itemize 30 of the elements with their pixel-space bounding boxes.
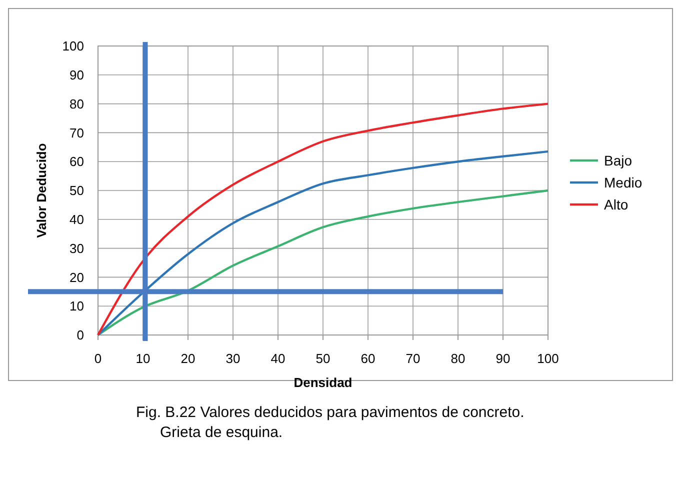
x-tick-label: 80 (450, 351, 466, 366)
x-tick-label: 40 (270, 351, 286, 366)
y-tick-label: 60 (70, 154, 84, 170)
x-tick-label: 60 (360, 351, 376, 366)
y-tick-label: 10 (70, 298, 84, 314)
y-tick-label: 30 (70, 240, 84, 256)
x-tick-label: 10 (136, 351, 150, 366)
x-tick-label: 100 (537, 351, 559, 366)
text: Fig. B.22 Valores deducidos para pavimentos de concreto. Grieta de esquina. (136, 404, 524, 441)
y-tick-label: 20 (70, 270, 84, 285)
y-tick-label: 50 (70, 183, 84, 198)
x-tick-label: 90 (496, 351, 510, 366)
x-axis-title: Densidad (294, 375, 352, 390)
legend-label: Medio (604, 174, 642, 190)
x-tick-label: 70 (406, 351, 420, 366)
y-axis-title: Valor Deducido (34, 143, 49, 238)
legend-label: Alto (604, 196, 628, 212)
x-tick-label: 30 (226, 351, 240, 366)
y-tick-label: 90 (70, 67, 84, 82)
line-series (96, 102, 550, 336)
y-tick-label: 80 (70, 96, 84, 112)
y-tick-label: 100 (62, 38, 84, 54)
y-tick-label: 70 (70, 125, 84, 140)
legend-label: Bajo (604, 152, 632, 168)
y-tick-label: 40 (70, 212, 84, 227)
y-tick-label: 0 (76, 328, 84, 343)
line-series (96, 150, 550, 336)
x-tick-label: 20 (180, 351, 196, 366)
x-tick-label: 50 (316, 351, 330, 366)
x-tick-label: 0 (94, 351, 102, 366)
